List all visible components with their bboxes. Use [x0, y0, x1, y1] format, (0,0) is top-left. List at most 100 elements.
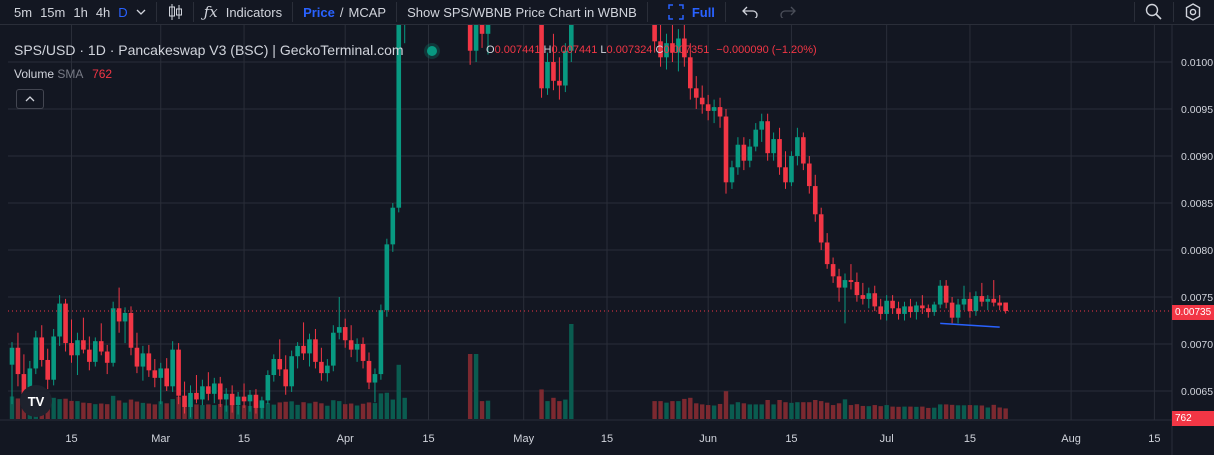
candle-body[interactable]	[836, 276, 842, 288]
interval-d[interactable]: D	[118, 4, 128, 20]
candle-body[interactable]	[747, 146, 753, 161]
candle-body[interactable]	[229, 393, 235, 406]
candle-body[interactable]	[991, 298, 997, 303]
candle-body[interactable]	[158, 368, 164, 378]
candle-body[interactable]	[348, 340, 354, 350]
candle-body[interactable]	[973, 296, 979, 312]
candle-body[interactable]	[176, 349, 181, 396]
candle-body[interactable]	[265, 375, 271, 401]
candle-body[interactable]	[926, 308, 931, 313]
candle-body[interactable]	[164, 368, 169, 387]
show-wbnb-chart-button[interactable]: Show SPS/WBNB Price Chart in WBNB	[407, 4, 637, 20]
candle-body[interactable]	[378, 310, 384, 375]
candle-body[interactable]	[783, 167, 788, 183]
candle-body[interactable]	[807, 163, 812, 187]
candle-body[interactable]	[682, 38, 687, 58]
quick-search-icon[interactable]	[1141, 0, 1167, 24]
candle-body[interactable]	[51, 336, 56, 380]
candle-body[interactable]	[848, 280, 854, 282]
candle-body[interactable]	[759, 121, 764, 130]
candle-body[interactable]	[705, 104, 711, 111]
candle-body[interactable]	[545, 62, 550, 89]
candle-body[interactable]	[854, 281, 860, 296]
candle-body[interactable]	[479, 25, 485, 34]
undo-icon[interactable]	[738, 0, 762, 24]
candle-body[interactable]	[658, 41, 663, 58]
candle-body[interactable]	[182, 395, 187, 407]
candle-body[interactable]	[313, 339, 318, 362]
candle-body[interactable]	[931, 304, 937, 313]
candle-body[interactable]	[93, 341, 98, 362]
candle-body[interactable]	[818, 214, 824, 243]
candle-body[interactable]	[247, 394, 253, 402]
candle-body[interactable]	[39, 337, 45, 360]
candle-body[interactable]	[75, 340, 80, 356]
candle-body[interactable]	[467, 25, 473, 51]
candle-body[interactable]	[223, 393, 229, 400]
candle-body[interactable]	[331, 332, 336, 366]
candle-body[interactable]	[842, 280, 848, 288]
candle-body[interactable]	[253, 394, 259, 408]
candle-body[interactable]	[354, 344, 360, 350]
candle-body[interactable]	[985, 298, 991, 302]
candle-body[interactable]	[307, 339, 312, 354]
interval-dropdown-chevron-down-icon[interactable]	[132, 0, 150, 24]
interval-15m[interactable]: 15m	[40, 4, 66, 20]
price-mcap-toggle[interactable]: Price / MCAP	[299, 0, 390, 24]
candle-body[interactable]	[360, 344, 366, 361]
candle-body[interactable]	[33, 337, 39, 369]
candle-body[interactable]	[473, 25, 479, 51]
candle-body[interactable]	[914, 305, 919, 313]
candle-body[interactable]	[801, 137, 806, 164]
candle-body[interactable]	[812, 186, 818, 215]
candle-body[interactable]	[27, 368, 33, 395]
candle-body[interactable]	[943, 285, 949, 303]
candle-body[interactable]	[289, 356, 294, 387]
candle-body[interactable]	[753, 129, 759, 147]
candle-body[interactable]	[997, 302, 1002, 306]
candle-body[interactable]	[723, 116, 729, 183]
candle-body[interactable]	[866, 293, 872, 299]
candle-body[interactable]	[241, 396, 247, 402]
mcap-option[interactable]: MCAP	[348, 4, 387, 20]
redo-icon[interactable]	[776, 0, 800, 24]
candle-body[interactable]	[717, 107, 723, 117]
candle-body[interactable]	[872, 293, 878, 307]
candle-body[interactable]	[212, 383, 217, 394]
candle-body[interactable]	[824, 242, 830, 265]
candle-body[interactable]	[485, 25, 491, 34]
candle-body[interactable]	[98, 341, 104, 352]
candle-body[interactable]	[557, 80, 562, 86]
candle-body[interactable]	[194, 392, 199, 400]
candle-body[interactable]	[569, 25, 574, 51]
candle-body[interactable]	[967, 298, 973, 312]
candle-body[interactable]	[87, 349, 92, 362]
chart-area[interactable]: 15 Mar 15 Apr 15 May 15 Jun 15 Jul 15 Aug 15 0.0100 0.…	[0, 25, 1214, 455]
candle-body[interactable]	[63, 303, 68, 344]
candle-body[interactable]	[81, 340, 86, 350]
candle-body[interactable]	[57, 303, 62, 337]
candle-body[interactable]	[693, 88, 699, 98]
candle-body[interactable]	[122, 312, 128, 322]
candle-body[interactable]	[128, 312, 134, 348]
candle-body[interactable]	[259, 400, 265, 408]
trend-line-drawing[interactable]	[940, 322, 1000, 328]
candle-body[interactable]	[563, 50, 568, 86]
candle-body[interactable]	[342, 327, 348, 341]
candle-body[interactable]	[301, 345, 306, 354]
candle-body[interactable]	[789, 156, 794, 183]
candle-body[interactable]	[699, 97, 705, 105]
interval-5m[interactable]: 5m	[14, 4, 33, 20]
candle-body[interactable]	[539, 25, 544, 89]
full-button[interactable]: Full	[664, 0, 719, 24]
candle-body[interactable]	[729, 167, 735, 183]
candle-body[interactable]	[949, 302, 955, 318]
candle-body[interactable]	[9, 347, 15, 365]
price-option[interactable]: Price	[303, 4, 335, 20]
candle-body[interactable]	[271, 359, 277, 376]
candle-body[interactable]	[860, 295, 866, 299]
candle-body[interactable]	[170, 349, 175, 387]
candle-body[interactable]	[390, 207, 396, 245]
candle-body[interactable]	[384, 244, 390, 311]
candle-body[interactable]	[21, 374, 27, 395]
